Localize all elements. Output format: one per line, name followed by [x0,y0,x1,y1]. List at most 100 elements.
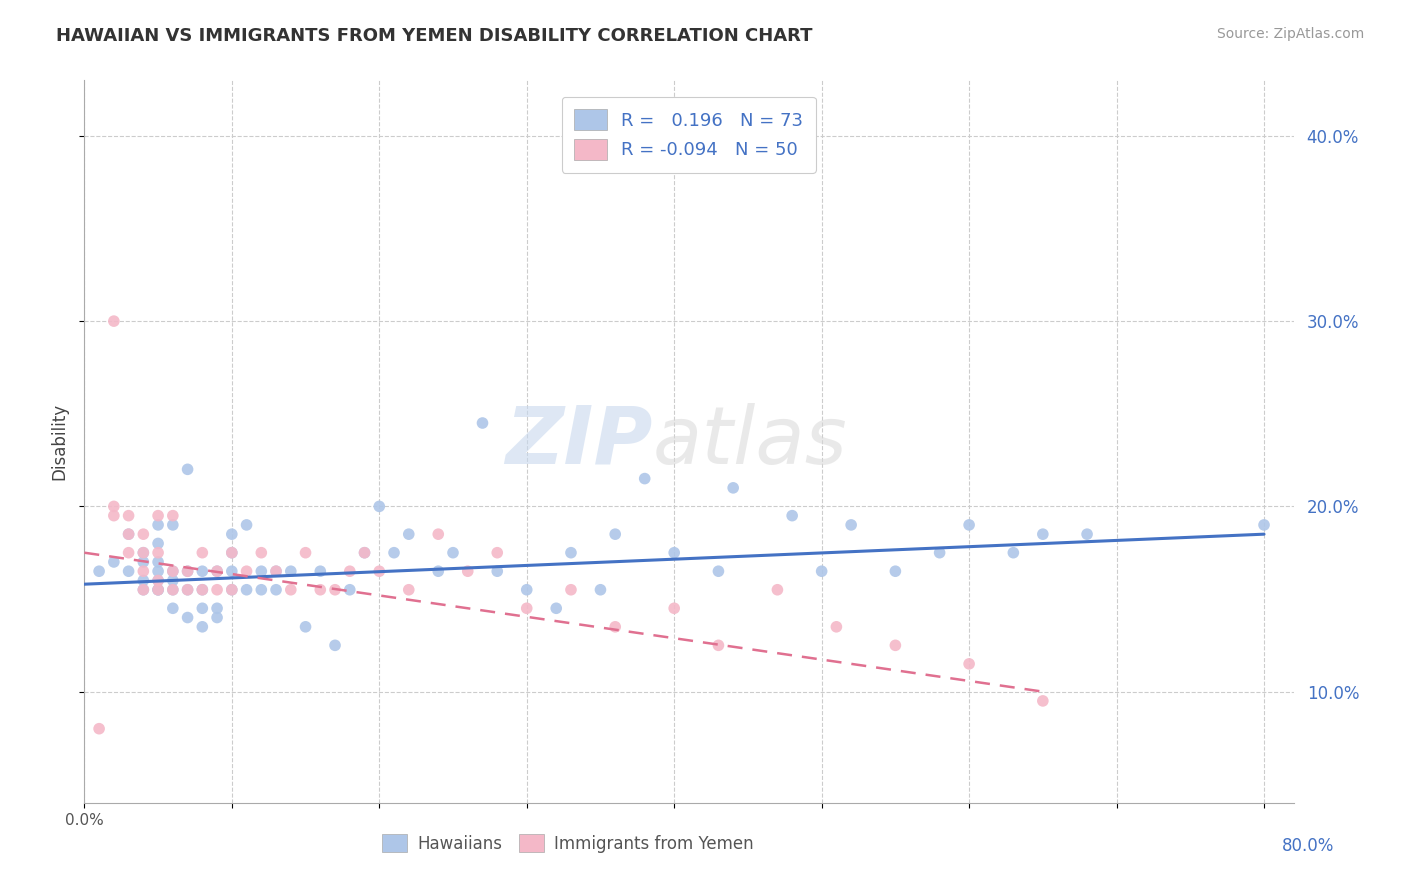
Point [707,638,730,652]
Point [368,500,391,514]
Legend: Hawaiians, Immigrants from Yemen: Hawaiians, Immigrants from Yemen [375,828,761,860]
Point [162,582,184,597]
Point [323,582,346,597]
Point [191,582,214,597]
Point [427,564,450,578]
Point [353,546,375,560]
Point [162,574,184,588]
Point [398,582,420,597]
Point [957,657,980,671]
Point [117,527,139,541]
Point [457,564,479,578]
Point [162,564,184,578]
Point [560,582,582,597]
Text: atlas: atlas [652,402,848,481]
Text: HAWAIIAN VS IMMIGRANTS FROM YEMEN DISABILITY CORRELATION CHART: HAWAIIAN VS IMMIGRANTS FROM YEMEN DISABI… [56,27,813,45]
Point [280,582,302,597]
Point [162,508,184,523]
Point [176,564,198,578]
Point [250,564,273,578]
Point [191,620,214,634]
Point [1002,546,1025,560]
Text: Source: ZipAtlas.com: Source: ZipAtlas.com [1216,27,1364,41]
Point [250,546,273,560]
Point [221,546,243,560]
Point [235,517,257,532]
Text: 80.0%: 80.0% [1281,837,1334,855]
Point [132,546,155,560]
Point [589,582,612,597]
Point [162,582,184,597]
Point [928,546,950,560]
Point [1253,517,1275,532]
Point [264,564,287,578]
Point [250,582,273,597]
Point [162,517,184,532]
Point [146,582,169,597]
Point [146,582,169,597]
Point [707,564,730,578]
Point [132,574,155,588]
Point [191,564,214,578]
Point [146,582,169,597]
Point [664,601,686,615]
Point [309,564,332,578]
Point [221,582,243,597]
Point [146,564,169,578]
Point [205,564,228,578]
Point [132,582,155,597]
Point [560,546,582,560]
Point [398,527,420,541]
Point [117,546,139,560]
Point [191,546,214,560]
Point [294,620,316,634]
Point [368,564,391,578]
Point [309,582,332,597]
Point [132,546,155,560]
Point [87,564,110,578]
Point [191,601,214,615]
Point [441,546,464,560]
Point [486,546,509,560]
Point [766,582,789,597]
Point [516,582,538,597]
Point [634,472,657,486]
Point [221,546,243,560]
Point [780,508,803,523]
Text: ZIP: ZIP [505,402,652,481]
Point [382,546,405,560]
Point [810,564,832,578]
Point [117,564,139,578]
Point [353,546,375,560]
Point [221,582,243,597]
Point [176,564,198,578]
Point [132,564,155,578]
Point [146,536,169,550]
Point [146,574,169,588]
Point [294,546,316,560]
Point [221,564,243,578]
Point [205,564,228,578]
Point [132,582,155,597]
Point [264,564,287,578]
Point [146,517,169,532]
Point [264,582,287,597]
Point [471,416,494,430]
Point [103,314,125,328]
Point [176,582,198,597]
Point [339,582,361,597]
Point [132,527,155,541]
Point [339,564,361,578]
Point [884,564,907,578]
Point [664,546,686,560]
Point [221,527,243,541]
Point [87,722,110,736]
Point [605,620,627,634]
Point [1032,527,1054,541]
Point [323,638,346,652]
Point [516,601,538,615]
Point [721,481,744,495]
Point [1076,527,1098,541]
Point [839,517,862,532]
Point [162,564,184,578]
